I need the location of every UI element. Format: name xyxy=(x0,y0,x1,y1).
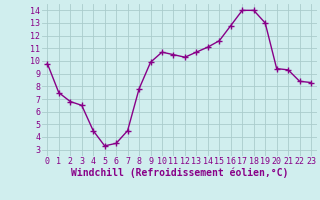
X-axis label: Windchill (Refroidissement éolien,°C): Windchill (Refroidissement éolien,°C) xyxy=(70,168,288,178)
